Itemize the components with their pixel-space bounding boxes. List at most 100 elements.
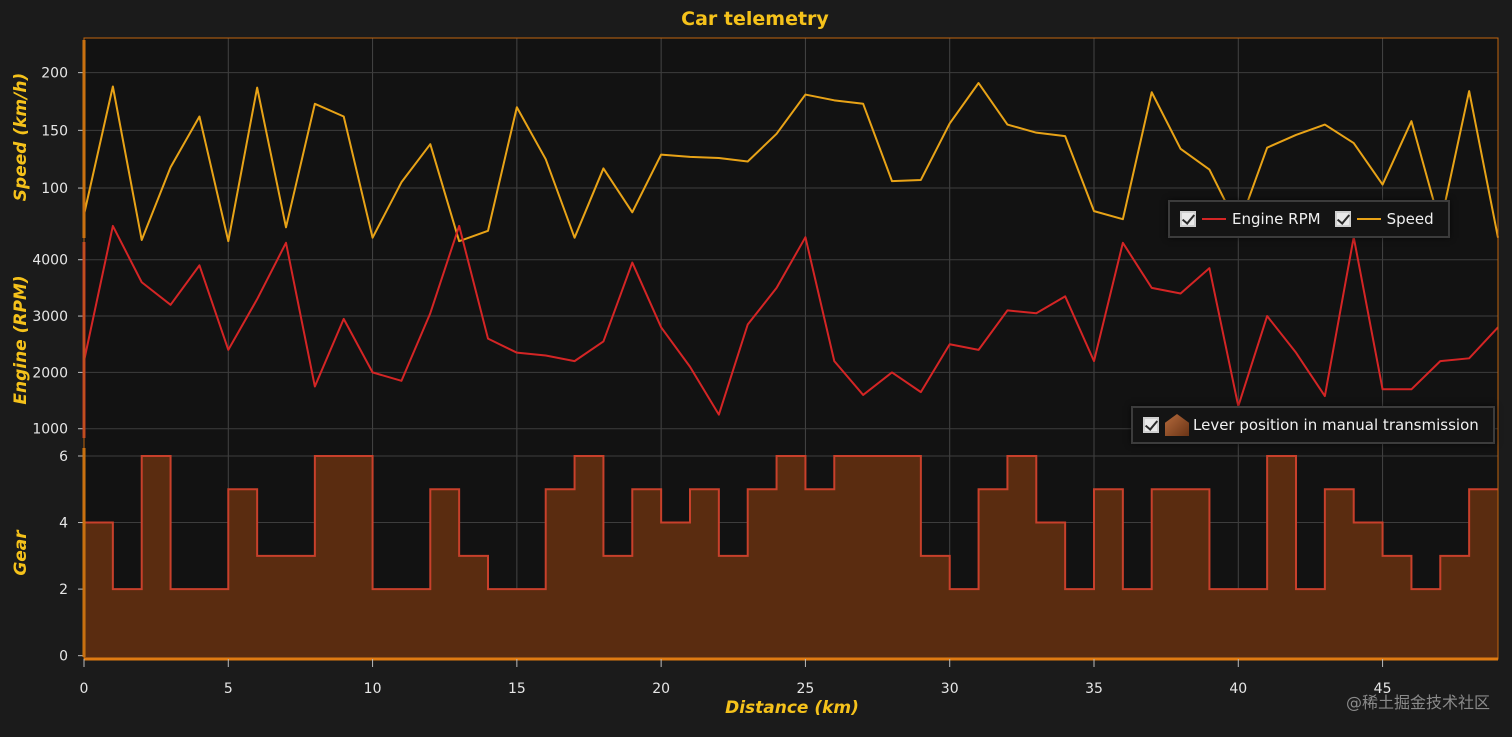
engine-point <box>429 312 431 314</box>
legend-lines: Engine RPM Speed <box>1168 200 1450 238</box>
gear-point <box>285 555 287 557</box>
gear-point <box>400 588 402 590</box>
engine-point <box>862 394 864 396</box>
speed-point <box>1122 218 1124 220</box>
engine-point <box>198 264 200 266</box>
speed-point <box>862 103 864 105</box>
speed-point <box>804 94 806 96</box>
engine-point <box>400 380 402 382</box>
engine-point <box>1093 360 1095 362</box>
x-tick-label: 0 <box>80 681 89 697</box>
engine-point <box>833 360 835 362</box>
y-tick-label: 150 <box>41 123 68 139</box>
gear-point <box>602 555 604 557</box>
gear-step-line <box>84 454 1498 591</box>
engine-point <box>1439 360 1441 362</box>
speed-point <box>1064 135 1066 137</box>
engine-point <box>112 225 114 227</box>
engine-point <box>372 371 374 373</box>
y-tick-label: 4 <box>59 516 68 532</box>
gear-area-fill <box>84 455 1498 659</box>
engine-point <box>1266 315 1268 317</box>
speed-point <box>545 158 547 160</box>
gear-point <box>458 555 460 557</box>
y-tick-label: 100 <box>41 181 68 197</box>
legend-item-engine-rpm[interactable]: Engine RPM <box>1180 210 1321 228</box>
y-tick-label: 0 <box>59 649 68 665</box>
engine-point <box>256 298 258 300</box>
gear-point <box>718 555 720 557</box>
speed-point <box>458 240 460 242</box>
speed-point <box>949 122 951 124</box>
speed-point <box>891 180 893 182</box>
y-tick-label: 6 <box>59 449 68 465</box>
x-tick-label: 35 <box>1085 681 1103 697</box>
x-tick-label: 15 <box>508 681 526 697</box>
speed-point <box>1180 148 1182 150</box>
checkbox-engine-rpm[interactable] <box>1180 211 1196 227</box>
engine-point <box>747 324 749 326</box>
engine-point <box>1064 295 1066 297</box>
speed-point <box>1006 124 1008 126</box>
gear-point <box>862 455 864 457</box>
gear-point <box>170 588 172 590</box>
area-series-icon <box>1165 414 1189 436</box>
gear-point <box>112 588 114 590</box>
panel-gear: 0 2 4 6 Gear <box>11 448 1499 665</box>
speed-point <box>602 167 604 169</box>
gear-point <box>343 455 345 457</box>
speed-point <box>920 179 922 181</box>
gear-point <box>1468 488 1470 490</box>
speed-point <box>372 237 374 239</box>
gear-point <box>689 488 691 490</box>
speed-point <box>1151 91 1153 93</box>
gear-point <box>1353 522 1355 524</box>
speed-point <box>1208 169 1210 171</box>
engine-point <box>141 281 143 283</box>
x-tick-label: 25 <box>797 681 815 697</box>
speed-point <box>227 240 229 242</box>
y-axis-label-engine: Engine (RPM) <box>11 275 31 404</box>
legend-item-gear[interactable]: Lever position in manual transmission <box>1143 414 1479 436</box>
speed-point <box>1324 124 1326 126</box>
gear-point <box>1237 588 1239 590</box>
engine-point <box>1035 312 1037 314</box>
speed-point <box>747 161 749 163</box>
x-tick-label: 40 <box>1229 681 1247 697</box>
speed-point <box>314 103 316 105</box>
gear-point <box>1266 455 1268 457</box>
engine-point <box>574 360 576 362</box>
gear-point <box>804 488 806 490</box>
gear-point <box>198 588 200 590</box>
gear-point <box>776 455 778 457</box>
legend-item-speed[interactable]: Speed <box>1334 210 1434 228</box>
engine-point <box>1006 309 1008 311</box>
y-tick-label: 2000 <box>32 365 68 381</box>
y-axis-label-gear: Gear <box>11 529 31 576</box>
checkbox-gear[interactable] <box>1143 417 1159 433</box>
engine-point <box>660 326 662 328</box>
engine-point <box>978 349 980 351</box>
speed-point <box>1266 147 1268 149</box>
speed-swatch <box>1356 218 1381 220</box>
legend-label-engine-rpm: Engine RPM <box>1232 210 1321 228</box>
engine-point <box>227 349 229 351</box>
speed-point <box>1382 184 1384 186</box>
engine-point <box>891 371 893 373</box>
gear-point <box>227 488 229 490</box>
engine-point <box>1382 388 1384 390</box>
series-line-engine <box>83 224 1499 416</box>
x-tick-label: 30 <box>941 681 959 697</box>
legend-label-gear: Lever position in manual transmission <box>1193 416 1479 434</box>
gear-point <box>1035 522 1037 524</box>
gear-point <box>487 588 489 590</box>
checkbox-speed[interactable] <box>1334 211 1351 227</box>
gear-point <box>1093 488 1095 490</box>
speed-point <box>1468 90 1470 92</box>
x-axis: 0 5 10 15 20 25 30 35 40 45 <box>80 657 1498 697</box>
speed-point <box>1093 210 1095 212</box>
x-tick-label: 45 <box>1374 681 1392 697</box>
gear-point <box>141 455 143 457</box>
